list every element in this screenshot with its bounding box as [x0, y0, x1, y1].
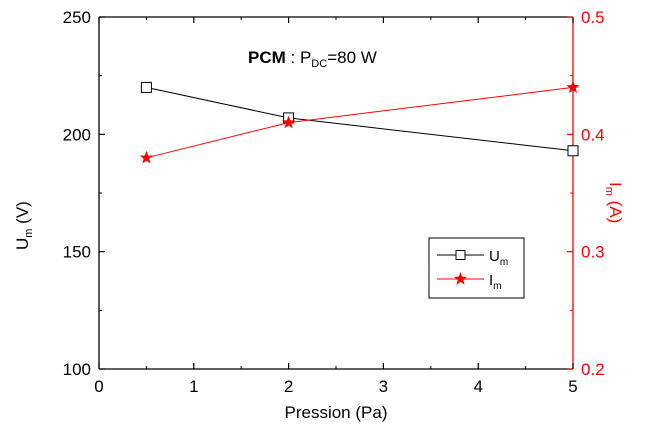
y-right-tick-label: 0.5: [581, 8, 605, 27]
x-axis-label: Pression (Pa): [285, 403, 388, 422]
legend: Um Im: [428, 237, 525, 299]
legend-box: [428, 237, 525, 299]
chart-annotation: PCM : PDC=80 W: [248, 48, 377, 70]
x-tick-label: 1: [189, 377, 198, 396]
x-tick-label: 4: [473, 377, 482, 396]
y-left-tick-label: 250: [63, 8, 91, 27]
series-layer: [139, 80, 580, 164]
data-point-im: [139, 150, 154, 164]
x-tick-label: 0: [94, 377, 103, 396]
data-point-im: [566, 80, 580, 94]
y-left-tick-label: 100: [63, 360, 91, 379]
x-tick-label: 5: [568, 377, 577, 396]
legend-marker-um: [455, 250, 466, 260]
y-left-tick-label: 150: [63, 243, 91, 262]
legend-label-im: Im: [489, 272, 502, 292]
y-left-tick-label: 200: [63, 125, 91, 144]
data-point-um: [567, 145, 579, 157]
axes-layer: 0 1 2 3 4 5 100 150 200 250 0.2 0.3 0.4 0.5: [63, 8, 605, 396]
x-tick-label: 2: [284, 377, 293, 396]
y-right-tick-label: 0.4: [581, 125, 605, 144]
x-tick-label: 3: [379, 377, 388, 396]
y-axis-right-label: Im (A): [603, 182, 625, 223]
data-point-um: [140, 81, 152, 93]
y-axis-left-label: Um (V): [13, 201, 35, 250]
series-line-im: [146, 86, 574, 159]
data-point-im: [281, 115, 296, 129]
legend-marker-im: [453, 272, 468, 285]
y-right-tick-label: 0.3: [581, 243, 605, 262]
y-right-tick-label: 0.2: [581, 360, 605, 379]
series-line-um: [146, 86, 574, 152]
legend-label-um: Um: [489, 248, 508, 268]
